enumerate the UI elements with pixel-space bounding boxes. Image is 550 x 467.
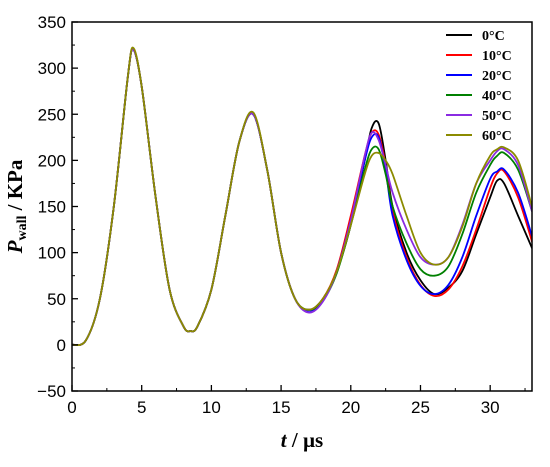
y-tick-label: 100 xyxy=(38,244,66,263)
y-axis-title-sub: wall xyxy=(15,216,30,241)
y-tick-label: −50 xyxy=(37,382,66,401)
y-tick-label: 0 xyxy=(57,336,66,355)
legend-item-10c: 10°C xyxy=(446,49,512,64)
x-axis-title-unit: / µs xyxy=(287,428,324,452)
x-tick-label: 25 xyxy=(411,398,430,417)
legend-label: 50°C xyxy=(482,109,512,124)
legend-item-60c: 60°C xyxy=(446,129,512,144)
series-line-50c xyxy=(72,48,532,347)
legend-item-50c: 50°C xyxy=(446,109,512,124)
x-axis-title-var: t xyxy=(281,428,288,452)
y-tick-label: 150 xyxy=(38,198,66,217)
legend-item-20c: 20°C xyxy=(446,69,512,84)
x-tick-label: 20 xyxy=(341,398,360,417)
y-axis-title-var: P xyxy=(3,240,27,254)
legend-label: 60°C xyxy=(482,129,512,144)
x-axis-title: t / µs xyxy=(281,428,323,452)
legend-item-0c: 0°C xyxy=(446,29,505,44)
y-tick-label: 200 xyxy=(38,151,66,170)
x-tick-label: 0 xyxy=(67,398,76,417)
series-line-0c xyxy=(72,48,532,347)
x-tick-label: 10 xyxy=(202,398,221,417)
series-layer xyxy=(72,46,532,347)
series-line-40c xyxy=(72,48,532,347)
y-tick-label: 250 xyxy=(38,105,66,124)
legend-label: 10°C xyxy=(482,49,512,64)
x-tick-label: 5 xyxy=(137,398,146,417)
y-axis-title-unit: / KPa xyxy=(3,159,27,215)
x-tick-label: 15 xyxy=(272,398,291,417)
legend: 0°C 10°C 20°C 40°C 50°C 60°C xyxy=(446,29,512,144)
legend-label: 40°C xyxy=(482,89,512,104)
legend-label: 0°C xyxy=(482,29,505,44)
x-tick-label: 30 xyxy=(481,398,500,417)
legend-label: 20°C xyxy=(482,69,512,84)
series-line-60c xyxy=(72,46,532,347)
y-axis-title: Pwall / KPa xyxy=(3,159,30,254)
y-tick-label: 300 xyxy=(38,59,66,78)
series-line-10c xyxy=(72,48,532,347)
y-tick-label: 50 xyxy=(47,290,66,309)
y-tick-label: 350 xyxy=(38,13,66,32)
series-line-20c xyxy=(72,48,532,347)
legend-item-40c: 40°C xyxy=(446,89,512,104)
